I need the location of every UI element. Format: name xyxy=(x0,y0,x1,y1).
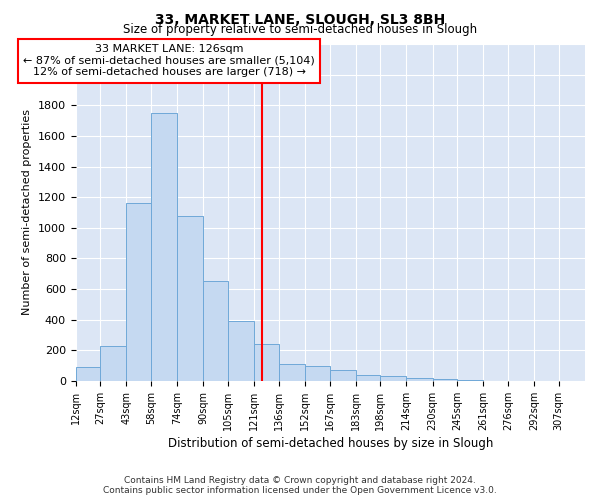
Text: Contains HM Land Registry data © Crown copyright and database right 2024.
Contai: Contains HM Land Registry data © Crown c… xyxy=(103,476,497,495)
Text: 33 MARKET LANE: 126sqm
← 87% of semi-detached houses are smaller (5,104)
12% of : 33 MARKET LANE: 126sqm ← 87% of semi-det… xyxy=(23,44,315,78)
Bar xyxy=(457,380,484,381)
Text: Size of property relative to semi-detached houses in Slough: Size of property relative to semi-detach… xyxy=(123,22,477,36)
Bar xyxy=(76,367,100,381)
Bar xyxy=(100,346,127,381)
Bar xyxy=(356,375,380,381)
Text: 33, MARKET LANE, SLOUGH, SL3 8BH: 33, MARKET LANE, SLOUGH, SL3 8BH xyxy=(155,12,445,26)
Bar xyxy=(127,204,151,381)
Bar xyxy=(433,380,457,381)
Bar xyxy=(203,282,228,381)
Bar xyxy=(177,216,203,381)
Bar xyxy=(305,366,329,381)
Bar xyxy=(380,376,406,381)
Bar xyxy=(228,321,254,381)
Bar xyxy=(279,364,305,381)
Y-axis label: Number of semi-detached properties: Number of semi-detached properties xyxy=(22,110,32,316)
Bar xyxy=(329,370,356,381)
Bar xyxy=(254,344,279,381)
Bar xyxy=(406,378,433,381)
X-axis label: Distribution of semi-detached houses by size in Slough: Distribution of semi-detached houses by … xyxy=(167,437,493,450)
Bar xyxy=(151,113,177,381)
